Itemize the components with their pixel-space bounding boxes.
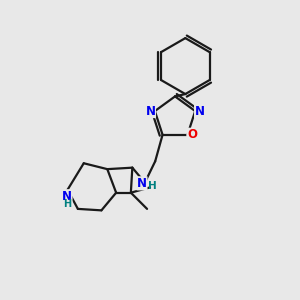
Text: N: N xyxy=(137,177,147,190)
Text: N: N xyxy=(62,190,72,203)
Text: H: H xyxy=(148,181,157,191)
Text: N: N xyxy=(146,105,155,118)
Text: O: O xyxy=(187,128,197,141)
Text: N: N xyxy=(195,105,205,118)
Text: H: H xyxy=(63,199,71,208)
